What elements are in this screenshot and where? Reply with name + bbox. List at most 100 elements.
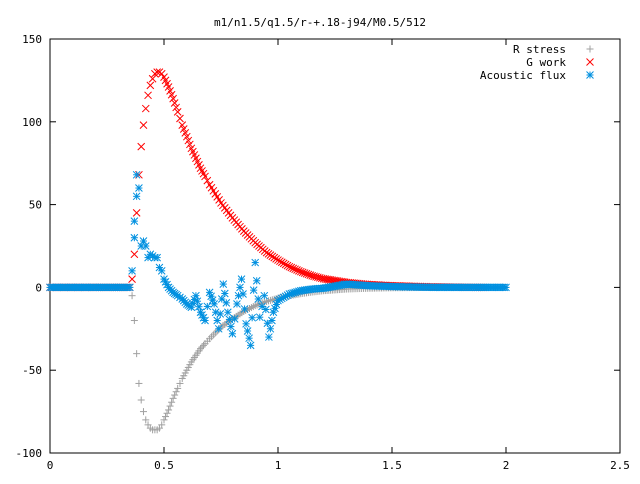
data-point xyxy=(153,253,162,262)
data-point xyxy=(249,286,258,295)
y-tick-label: 0 xyxy=(35,281,42,294)
data-point xyxy=(198,343,206,351)
data-point xyxy=(163,409,171,417)
data-point xyxy=(141,242,150,250)
data-point xyxy=(293,266,301,274)
data-point xyxy=(182,132,191,141)
data-point xyxy=(234,291,243,300)
legend-marker xyxy=(586,58,594,66)
data-point xyxy=(128,266,136,275)
data-point xyxy=(171,391,179,399)
data-point xyxy=(237,275,246,283)
data-point xyxy=(144,91,152,100)
data-point xyxy=(209,331,217,339)
data-point xyxy=(219,280,228,288)
x-tick-label: 2.5 xyxy=(610,459,630,472)
data-point xyxy=(502,283,510,292)
data-point xyxy=(289,264,298,273)
data-point xyxy=(193,297,202,306)
data-point xyxy=(163,280,171,289)
data-point xyxy=(169,94,177,103)
data-point xyxy=(208,333,215,341)
x-tick-label: 1 xyxy=(275,459,282,472)
data-point xyxy=(213,316,222,325)
data-point xyxy=(211,329,219,337)
data-point xyxy=(239,290,247,298)
data-point xyxy=(260,291,269,300)
data-point xyxy=(291,265,299,274)
data-point xyxy=(173,108,182,116)
data-point xyxy=(216,310,225,318)
data-point xyxy=(132,170,141,179)
data-point xyxy=(141,104,150,113)
data-point xyxy=(242,319,250,328)
data-point xyxy=(276,257,284,266)
data-point xyxy=(287,263,296,272)
x-tick-label: 0.5 xyxy=(154,459,174,472)
y-tick-label: -100 xyxy=(16,447,43,460)
data-point xyxy=(279,259,288,268)
data-point xyxy=(281,260,290,269)
data-point xyxy=(243,327,252,335)
data-point xyxy=(181,128,190,137)
data-point xyxy=(195,302,203,311)
data-point xyxy=(128,292,136,300)
data-point xyxy=(158,421,166,429)
data-point xyxy=(176,379,184,387)
series-2 xyxy=(46,170,510,350)
y-tick-label: 50 xyxy=(29,199,42,212)
data-point xyxy=(135,184,143,192)
data-point xyxy=(178,121,187,129)
data-point xyxy=(246,341,255,350)
data-point xyxy=(240,305,249,313)
data-point xyxy=(252,276,261,285)
data-point xyxy=(142,416,150,424)
data-point xyxy=(268,316,276,325)
data-point xyxy=(225,315,234,324)
data-point xyxy=(265,333,273,341)
data-point xyxy=(230,315,239,323)
data-point xyxy=(157,69,166,78)
data-point xyxy=(227,322,235,331)
legend-marker xyxy=(586,45,594,53)
data-point xyxy=(266,324,275,333)
data-point xyxy=(258,302,266,311)
data-point xyxy=(130,317,138,325)
series-1 xyxy=(46,68,488,292)
data-point xyxy=(137,142,146,151)
legend-label: G work xyxy=(526,56,566,69)
data-point xyxy=(153,68,162,76)
plot-frame xyxy=(49,38,621,454)
data-point xyxy=(222,299,231,307)
data-point xyxy=(139,408,147,416)
data-point xyxy=(130,233,139,242)
data-point xyxy=(254,295,263,303)
data-point xyxy=(148,74,157,83)
data-point xyxy=(172,103,181,112)
data-point xyxy=(271,304,279,313)
data-point xyxy=(179,125,188,133)
y-tick-label: 150 xyxy=(22,33,42,46)
data-point xyxy=(160,275,168,283)
data-point xyxy=(170,99,179,107)
data-point xyxy=(285,262,294,271)
data-point xyxy=(266,296,274,304)
data-point xyxy=(192,291,200,300)
data-point xyxy=(176,114,184,123)
data-point xyxy=(277,258,286,267)
data-point xyxy=(205,288,214,297)
data-point xyxy=(228,329,237,338)
data-point xyxy=(185,140,194,149)
data-point xyxy=(164,83,173,91)
data-point xyxy=(220,289,229,298)
data-point xyxy=(201,172,209,181)
y-tick-label: -50 xyxy=(22,364,42,377)
data-point xyxy=(172,388,180,396)
data-point xyxy=(125,283,134,292)
data-point xyxy=(207,292,215,301)
data-point xyxy=(255,313,264,322)
axes: 0 0.5 1 1.5 2 2.5 -100 -50 0 50 100 150 xyxy=(16,33,630,472)
